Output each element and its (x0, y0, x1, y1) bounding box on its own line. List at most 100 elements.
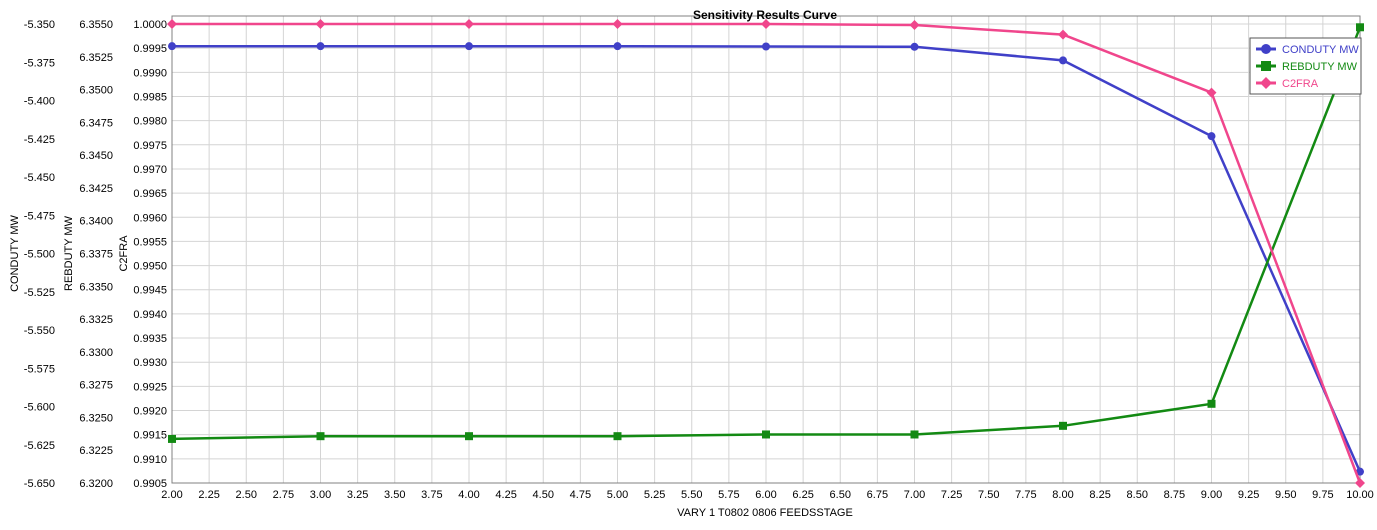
x-tick-label: 6.00 (755, 489, 776, 501)
legend-marker (1260, 77, 1272, 89)
y-tick-label-c2fra: 0.9985 (133, 91, 167, 103)
y-tick-label-rebduty: 6.3500 (79, 85, 113, 97)
y-tick-label-rebduty: 6.3325 (79, 314, 113, 326)
x-tick-label: 6.25 (792, 489, 813, 501)
legend-item-conduty[interactable]: CONDUTY MW (1256, 44, 1359, 56)
y-tick-label-conduty: -5.650 (24, 478, 55, 490)
data-point-conduty (1059, 56, 1067, 65)
legend[interactable]: CONDUTY MW REBDUTY MW C2FRA (1249, 37, 1362, 95)
data-point-conduty (1356, 467, 1364, 476)
y-tick-label-c2fra: 0.9980 (133, 116, 167, 128)
data-point-c2fra (1058, 29, 1068, 40)
x-tick-label: 3.00 (310, 489, 331, 501)
legend-label: C2FRA (1282, 78, 1319, 90)
y-tick-label-rebduty: 6.3525 (79, 52, 113, 64)
y-tick-label-conduty: -5.600 (24, 402, 55, 414)
y-tick-label-conduty: -5.575 (24, 363, 55, 375)
y-tick-label-c2fra: 0.9990 (133, 67, 167, 79)
x-tick-label: 8.50 (1127, 489, 1148, 501)
y-tick-label-conduty: -5.500 (24, 249, 55, 261)
y-tick-label-c2fra: 0.9935 (133, 333, 167, 345)
x-tick-label: 3.25 (347, 489, 368, 501)
x-tick-label: 9.25 (1238, 489, 1259, 501)
y-axis-title-conduty: CONDUTY MW (9, 214, 21, 291)
legend-item-c2fra[interactable]: C2FRA (1256, 77, 1319, 90)
data-point-c2fra (612, 19, 623, 29)
data-point-rebduty (1059, 421, 1067, 430)
legend-item-rebduty[interactable]: REBDUTY MW (1256, 61, 1358, 73)
x-tick-label: 9.75 (1312, 489, 1333, 501)
y-tick-label-c2fra: 0.9955 (133, 236, 167, 248)
y-tick-label-conduty: -5.525 (24, 287, 55, 299)
x-tick-label: 3.75 (421, 489, 442, 501)
chart-title: Sensitivity Results Curve (693, 8, 837, 22)
data-point-rebduty (613, 432, 622, 441)
x-tick-label: 7.25 (941, 489, 962, 501)
x-tick-label: 5.50 (681, 489, 702, 501)
data-point-c2fra (1355, 478, 1365, 488)
y-tick-label-rebduty: 6.3225 (79, 445, 113, 457)
data-point-conduty (762, 42, 770, 51)
y-tick-label-rebduty: 6.3450 (79, 150, 113, 162)
y-tick-label-conduty: -5.625 (24, 440, 55, 452)
x-tick-label: 8.25 (1089, 489, 1110, 501)
data-point-c2fra (167, 19, 177, 29)
y-tick-label-c2fra: 0.9960 (133, 212, 167, 224)
y-tick-label-rebduty: 6.3275 (79, 380, 113, 392)
y-tick-label-c2fra: 0.9950 (133, 261, 167, 273)
y-tick-label-conduty: -5.450 (24, 172, 55, 184)
x-tick-label: 2.25 (198, 489, 219, 501)
series-conduty (168, 42, 1364, 476)
data-point-c2fra (1206, 87, 1217, 98)
x-tick-label: 9.00 (1201, 489, 1222, 501)
data-point-conduty (613, 42, 622, 51)
x-tick-label: 8.75 (1164, 489, 1185, 501)
data-point-conduty (910, 42, 919, 51)
y-tick-label-conduty: -5.475 (24, 210, 55, 222)
x-tick-label: 4.00 (458, 489, 479, 501)
series-c2fra (167, 19, 1365, 488)
data-point-c2fra (909, 19, 920, 30)
x-tick-label: 6.75 (867, 489, 888, 501)
y-tick-label-rebduty: 6.3425 (79, 183, 113, 195)
x-tick-label: 7.75 (1015, 489, 1036, 501)
data-point-rebduty (910, 430, 919, 439)
x-tick-label: 3.50 (384, 489, 405, 501)
x-tick-label: 2.50 (236, 489, 257, 501)
axes: 2.00 2.25 2.50 2.75 3.00 3.25 3.50 3.75 4.00 4.25… (9, 19, 1374, 501)
plot-frame (171, 15, 1361, 484)
y-tick-label-conduty: -5.550 (24, 325, 55, 337)
x-tick-label: 2.75 (273, 489, 294, 501)
legend-label: REBDUTY MW (1282, 61, 1358, 73)
series-layer (167, 19, 1365, 488)
y-tick-label-rebduty: 6.3200 (79, 478, 113, 490)
y-tick-label-rebduty: 6.3475 (79, 117, 113, 129)
legend-label: CONDUTY MW (1282, 44, 1359, 56)
x-tick-label: 8.00 (1052, 489, 1073, 501)
y-tick-label-c2fra: 0.9915 (133, 430, 167, 442)
y-tick-label-c2fra: 1.0000 (133, 19, 167, 31)
y-tick-label-conduty: -5.350 (24, 19, 55, 31)
y-tick-label-c2fra: 0.9965 (133, 188, 167, 200)
data-point-c2fra (315, 19, 326, 29)
x-axis-title: VARY 1 T0802 0806 FEEDSSTAGE (677, 507, 853, 519)
y-tick-label-c2fra: 0.9925 (133, 381, 167, 393)
y-tick-label-c2fra: 0.9905 (133, 478, 167, 490)
data-point-rebduty (762, 430, 770, 439)
x-tick-label: 2.00 (161, 489, 182, 501)
data-point-conduty (316, 42, 325, 51)
x-tick-label: 9.50 (1275, 489, 1296, 501)
y-tick-label-c2fra: 0.9940 (133, 309, 167, 321)
y-tick-label-rebduty: 6.3300 (79, 347, 113, 359)
legend-marker (1261, 61, 1271, 71)
data-point-c2fra (464, 19, 474, 29)
data-point-rebduty (465, 432, 473, 441)
y-tick-label-conduty: -5.400 (24, 96, 55, 108)
grid-lines (171, 16, 1361, 484)
x-tick-label: 10.00 (1346, 489, 1374, 501)
x-tick-label: 7.00 (904, 489, 925, 501)
y-tick-label-c2fra: 0.9975 (133, 140, 167, 152)
y-tick-label-c2fra: 0.9970 (133, 164, 167, 176)
